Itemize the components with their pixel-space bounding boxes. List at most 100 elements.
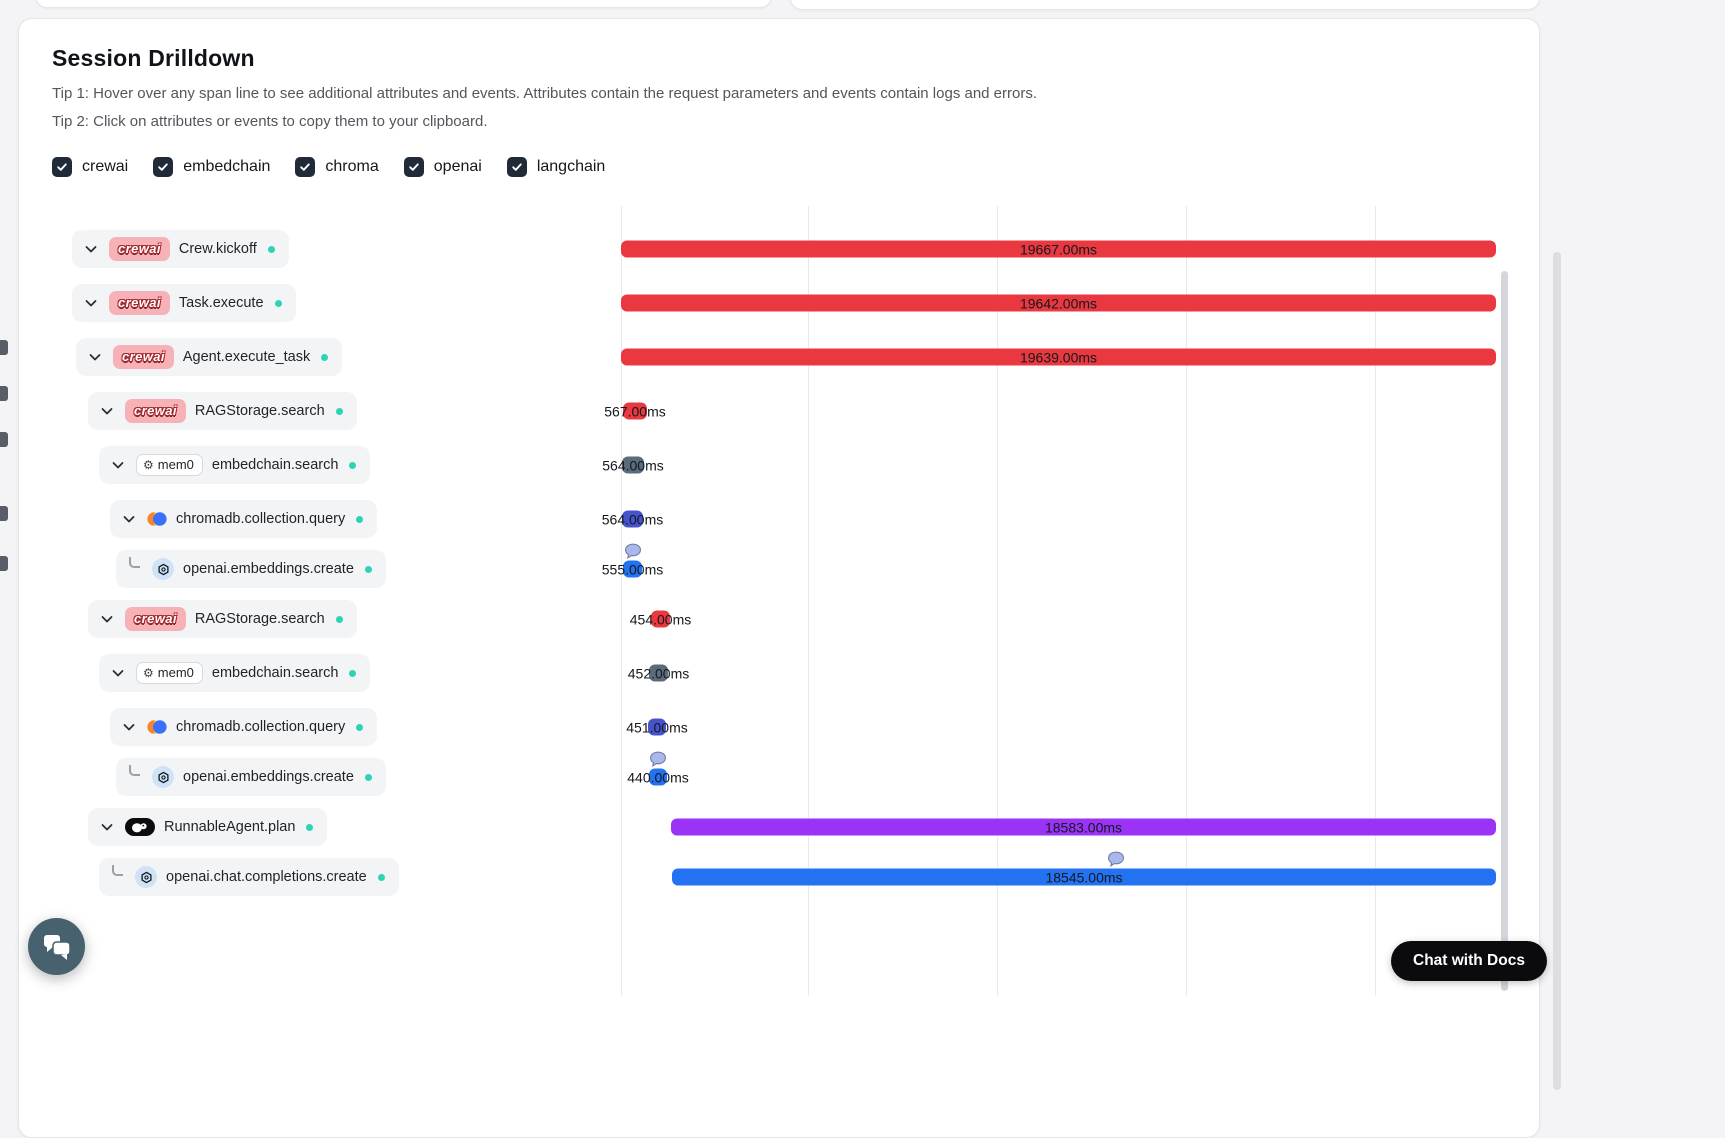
event-speech-bubble-icon[interactable]: [625, 543, 642, 560]
filter-crewai[interactable]: crewai: [52, 157, 128, 177]
span-label[interactable]: openai.embeddings.create: [116, 758, 386, 796]
page-edge-fragment: [0, 506, 8, 521]
chevron-down-icon[interactable]: [86, 348, 104, 366]
span-duration: 452.00ms: [627, 665, 690, 681]
gridline: [1375, 206, 1376, 996]
gridline: [997, 206, 998, 996]
filter-chroma[interactable]: chroma: [295, 157, 379, 177]
status-dot: [349, 669, 357, 677]
span-label[interactable]: crewai Agent.execute_task: [76, 338, 343, 376]
chevron-down-icon[interactable]: [98, 610, 116, 628]
span-bar[interactable]: 452.00ms: [628, 664, 689, 682]
event-speech-bubble-icon[interactable]: [650, 751, 667, 768]
event-speech-bubble-icon[interactable]: [1108, 851, 1125, 868]
span-bar[interactable]: 567.00ms: [604, 402, 666, 420]
span-bar[interactable]: 564.00ms: [602, 510, 663, 528]
status-dot: [377, 873, 385, 881]
span-label[interactable]: openai.chat.completions.create: [99, 858, 399, 896]
span-row: chromadb.collection.query 564.00ms: [19, 492, 1539, 546]
span-track: 564.00ms: [602, 438, 1496, 492]
span-track: 454.00ms: [621, 592, 1496, 646]
checkbox-checked-icon[interactable]: [295, 157, 316, 177]
span-track: 452.00ms: [621, 646, 1496, 700]
span-name: RAGStorage.search: [194, 403, 325, 419]
status-dot: [364, 773, 372, 781]
span-label[interactable]: chromadb.collection.query: [110, 708, 378, 746]
span-track: 555.00ms: [602, 543, 1496, 592]
chevron-down-icon[interactable]: [98, 818, 116, 836]
checkbox-checked-icon[interactable]: [153, 157, 174, 177]
span-label[interactable]: crewai Crew.kickoff: [72, 230, 289, 268]
chevron-down-icon[interactable]: [109, 456, 127, 474]
checkbox-checked-icon[interactable]: [506, 157, 527, 177]
span-bar[interactable]: 19642.00ms: [621, 294, 1496, 312]
span-bar[interactable]: 18545.00ms: [672, 868, 1496, 886]
checkbox-checked-icon[interactable]: [52, 157, 72, 177]
openai-logo-icon: [152, 558, 174, 580]
span-row: crewai RAGStorage.search 567.00ms: [19, 384, 1539, 438]
span-row: crewai Agent.execute_task 19639.00ms: [19, 330, 1539, 384]
checkbox-checked-icon[interactable]: [403, 157, 424, 177]
chat-widget-launcher[interactable]: [28, 918, 85, 975]
status-dot: [274, 299, 282, 307]
span-bar[interactable]: 454.00ms: [630, 610, 691, 628]
mem0-logo-badge: ⚙ mem0: [136, 454, 203, 476]
chevron-down-icon[interactable]: [109, 664, 127, 682]
page-scrollbar-thumb[interactable]: [1553, 252, 1561, 1090]
span-name: Crew.kickoff: [178, 241, 257, 257]
tree-connector-icon: [112, 864, 123, 876]
span-duration: 19639.00ms: [1019, 349, 1098, 365]
span-track: 564.00ms: [602, 492, 1496, 546]
span-label[interactable]: openai.embeddings.create: [116, 550, 386, 588]
mem0-logo-icon: ⚙: [143, 665, 154, 680]
span-label[interactable]: crewai RAGStorage.search: [88, 600, 357, 638]
status-dot: [356, 723, 364, 731]
chart-scrollbar-thumb[interactable]: [1501, 271, 1508, 991]
span-duration: 451.00ms: [626, 719, 688, 735]
tree-connector-icon: [129, 764, 140, 776]
chat-bubbles-icon: [43, 934, 71, 960]
filter-label: langchain: [536, 158, 606, 175]
filter-embedchain[interactable]: embedchain: [153, 157, 270, 177]
span-row: crewai Crew.kickoff 19667.00ms: [19, 222, 1539, 276]
span-label[interactable]: ⚙ mem0 embedchain.search: [99, 654, 371, 692]
status-dot: [321, 353, 329, 361]
span-label[interactable]: chromadb.collection.query: [110, 500, 378, 538]
status-dot: [364, 565, 372, 573]
gridline: [621, 206, 622, 996]
span-name: Task.execute: [178, 295, 264, 311]
mem0-logo-badge: ⚙ mem0: [136, 662, 203, 684]
crewai-logo-badge: crewai: [125, 607, 186, 631]
span-label[interactable]: crewai RAGStorage.search: [88, 392, 357, 430]
status-dot: [306, 823, 314, 831]
trace-waterfall: crewai Crew.kickoff 19667.00ms crewai Task.e…: [19, 206, 1539, 996]
chevron-down-icon[interactable]: [98, 402, 116, 420]
chevron-down-icon[interactable]: [82, 240, 100, 258]
span-row: ⚙ mem0 embedchain.search 452.00ms: [19, 646, 1539, 700]
chat-with-docs-button[interactable]: Chat with Docs: [1391, 941, 1547, 981]
chevron-down-icon[interactable]: [120, 718, 138, 736]
span-label[interactable]: RunnableAgent.plan: [88, 808, 328, 846]
span-label[interactable]: crewai Task.execute: [72, 284, 296, 322]
span-name: embedchain.search: [211, 665, 339, 681]
span-bar[interactable]: 564.00ms: [602, 456, 664, 474]
filter-openai[interactable]: openai: [403, 157, 482, 177]
filter-label: crewai: [82, 158, 129, 175]
tip-2: Tip 2: Click on attributes or events to …: [52, 113, 488, 130]
chevron-down-icon[interactable]: [120, 510, 138, 528]
span-name: Agent.execute_task: [182, 349, 311, 365]
span-label[interactable]: ⚙ mem0 embedchain.search: [99, 446, 371, 484]
span-bar[interactable]: 18583.00ms: [671, 818, 1496, 836]
span-bar[interactable]: 451.00ms: [626, 718, 688, 736]
span-bar[interactable]: 19639.00ms: [621, 348, 1496, 366]
page-edge-fragment: [0, 556, 8, 571]
chevron-down-icon[interactable]: [82, 294, 100, 312]
span-bar[interactable]: 555.00ms: [602, 560, 663, 578]
span-name: openai.chat.completions.create: [166, 869, 367, 885]
span-row: crewai RAGStorage.search 454.00ms: [19, 592, 1539, 646]
filter-langchain[interactable]: langchain: [506, 157, 606, 177]
status-dot: [335, 615, 343, 623]
filter-label: embedchain: [183, 158, 271, 175]
span-bar[interactable]: 440.00ms: [627, 768, 689, 786]
span-bar[interactable]: 19667.00ms: [621, 240, 1496, 258]
